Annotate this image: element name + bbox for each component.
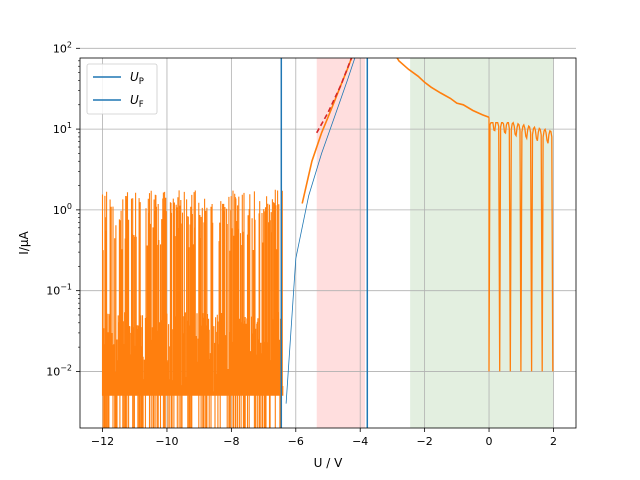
y-tick-label-1: 10−1 <box>46 283 72 298</box>
x-tick-label-7: 2 <box>550 435 557 448</box>
x-tick-label-2: −8 <box>223 435 239 448</box>
x-tick-label-0: −12 <box>91 435 114 448</box>
legend-label-uf: UF <box>130 93 144 110</box>
y-axis-label: I/μA <box>17 231 31 255</box>
legend-box <box>86 63 158 115</box>
legend: UP UF <box>86 63 158 115</box>
x-tick-label-5: −2 <box>417 435 433 448</box>
y-tick-label-3: 101 <box>53 121 72 136</box>
shaded-region-1 <box>410 58 554 428</box>
plot-frame <box>79 57 577 429</box>
x-axis-ticks: −12 −10 −8 −6 −4 −2 0 2 <box>91 428 557 448</box>
data-series <box>101 58 554 428</box>
legend-symbol-up: U <box>130 70 139 84</box>
legend-label-up: UP <box>130 70 144 87</box>
legend-sub-uf: F <box>139 100 144 110</box>
y-tick-label-2: 100 <box>53 202 72 217</box>
x-tick-label-1: −10 <box>155 435 178 448</box>
shaded-region-0 <box>316 58 366 428</box>
fit-curve-blue <box>285 58 356 404</box>
y-tick-label-4: 102 <box>53 40 72 55</box>
y-axis-ticks: 10−2 10−1 100 101 102 <box>46 40 80 378</box>
legend-symbol-uf: U <box>130 93 139 107</box>
shaded-regions <box>316 58 554 428</box>
legend-sub-up: P <box>139 77 144 87</box>
measured-tail <box>488 117 554 372</box>
y-tick-label-0: 10−2 <box>46 363 72 378</box>
measured-noise-region <box>101 189 284 428</box>
x-tick-label-6: 0 <box>486 435 493 448</box>
x-tick-label-4: −4 <box>352 435 368 448</box>
reference-lines <box>280 58 369 428</box>
x-tick-label-3: −6 <box>288 435 304 448</box>
x-axis-label: U / V <box>314 456 343 470</box>
